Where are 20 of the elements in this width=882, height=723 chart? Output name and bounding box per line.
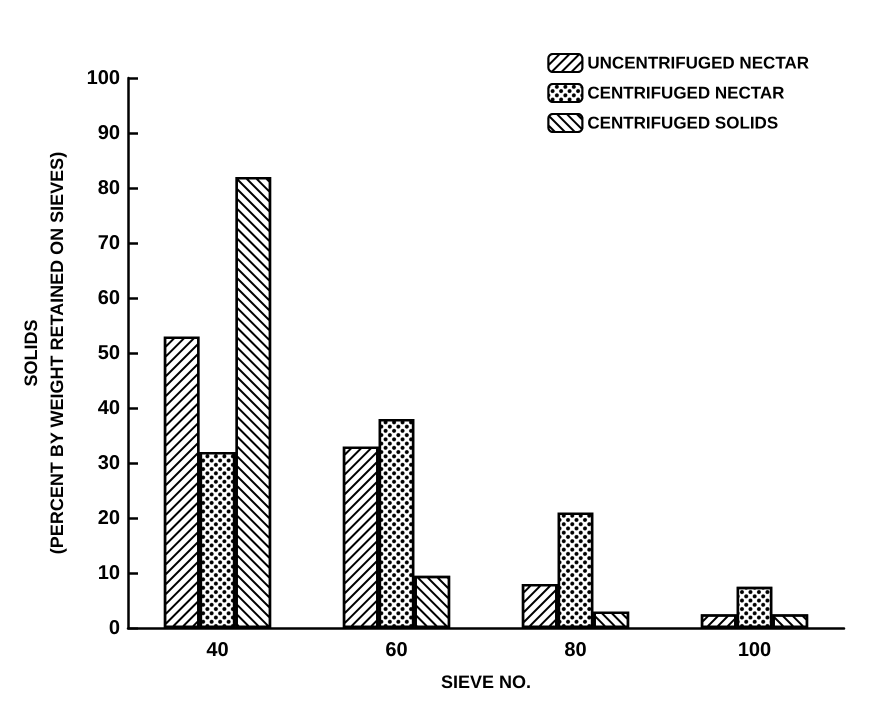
legend-label: CENTRIFUGED SOLIDS <box>587 114 778 132</box>
x-axis-title: SIEVE NO. <box>440 672 532 692</box>
y-tick-label: 40 <box>98 397 120 419</box>
y-tick-label: 10 <box>98 562 120 584</box>
x-tick-label: 40 <box>206 639 229 661</box>
y-tick-label: 20 <box>98 507 120 529</box>
y-tick-label: 50 <box>98 342 120 364</box>
y-tick-label: 70 <box>98 232 120 254</box>
y-tick-label: 30 <box>98 452 120 474</box>
y-tick-label: 60 <box>98 287 120 309</box>
y-tick-label: 90 <box>98 122 120 144</box>
legend-label: CENTRIFUGED NECTAR <box>587 84 784 102</box>
x-tick-label: 80 <box>564 639 587 661</box>
y-axis-title: SOLIDS (PERCENT BY WEIGHT RETAINED ON SIEVES) <box>21 152 67 554</box>
x-tick-label: 100 <box>738 639 772 661</box>
legend-label: UNCENTRIFUGED NECTAR <box>587 54 809 72</box>
x-tick-label: 60 <box>385 639 408 661</box>
y-tick-label: 100 <box>86 67 120 89</box>
y-tick-label: 80 <box>98 177 120 199</box>
y-tick-label: 0 <box>108 617 120 639</box>
